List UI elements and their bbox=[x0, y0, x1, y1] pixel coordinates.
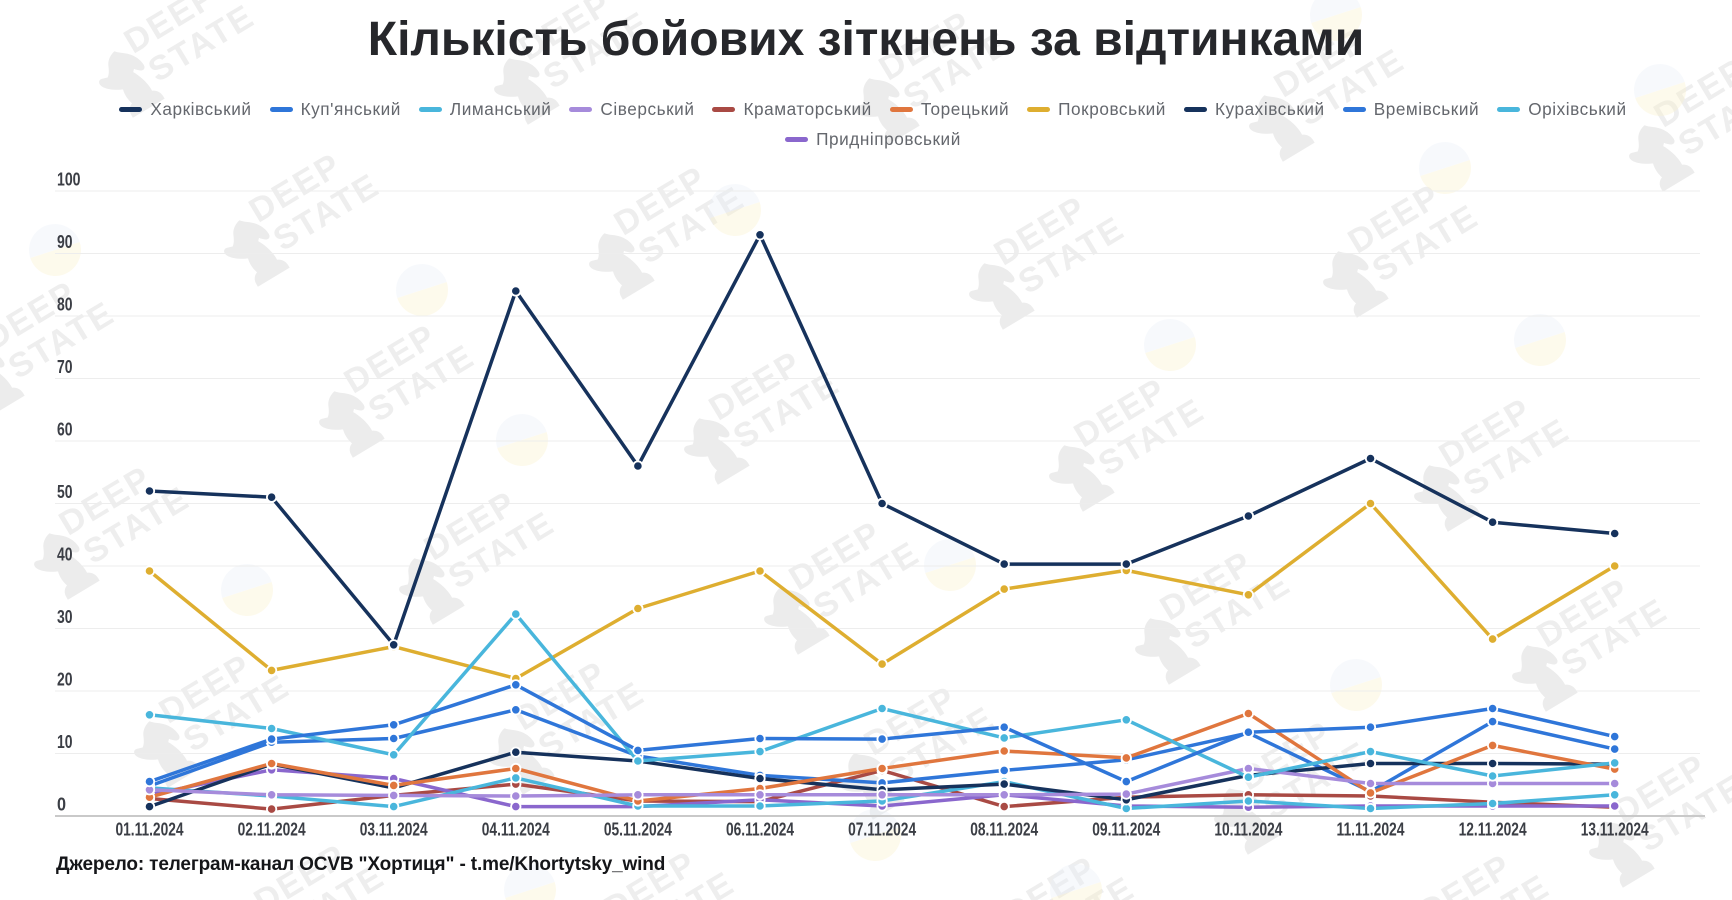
svg-text:02.11.2024: 02.11.2024 bbox=[238, 820, 306, 840]
svg-text:11.11.2024: 11.11.2024 bbox=[1337, 820, 1405, 840]
svg-text:60: 60 bbox=[57, 420, 73, 440]
svg-text:100: 100 bbox=[57, 170, 81, 190]
svg-text:05.11.2024: 05.11.2024 bbox=[604, 820, 672, 840]
svg-text:06.11.2024: 06.11.2024 bbox=[726, 820, 794, 840]
svg-text:08.11.2024: 08.11.2024 bbox=[970, 820, 1038, 840]
svg-text:90: 90 bbox=[57, 232, 73, 252]
svg-text:30: 30 bbox=[57, 607, 73, 627]
svg-text:10: 10 bbox=[57, 732, 73, 752]
svg-text:07.11.2024: 07.11.2024 bbox=[848, 820, 916, 840]
svg-text:13.11.2024: 13.11.2024 bbox=[1581, 820, 1649, 840]
svg-text:01.11.2024: 01.11.2024 bbox=[116, 820, 184, 840]
svg-text:50: 50 bbox=[57, 482, 73, 502]
svg-text:40: 40 bbox=[57, 545, 73, 565]
svg-text:80: 80 bbox=[57, 295, 73, 315]
svg-text:0: 0 bbox=[57, 795, 66, 815]
svg-text:20: 20 bbox=[57, 670, 73, 690]
svg-text:70: 70 bbox=[57, 357, 73, 377]
svg-text:10.11.2024: 10.11.2024 bbox=[1214, 820, 1282, 840]
svg-text:03.11.2024: 03.11.2024 bbox=[360, 820, 428, 840]
svg-text:12.11.2024: 12.11.2024 bbox=[1459, 820, 1527, 840]
svg-text:09.11.2024: 09.11.2024 bbox=[1092, 820, 1160, 840]
svg-text:04.11.2024: 04.11.2024 bbox=[482, 820, 550, 840]
